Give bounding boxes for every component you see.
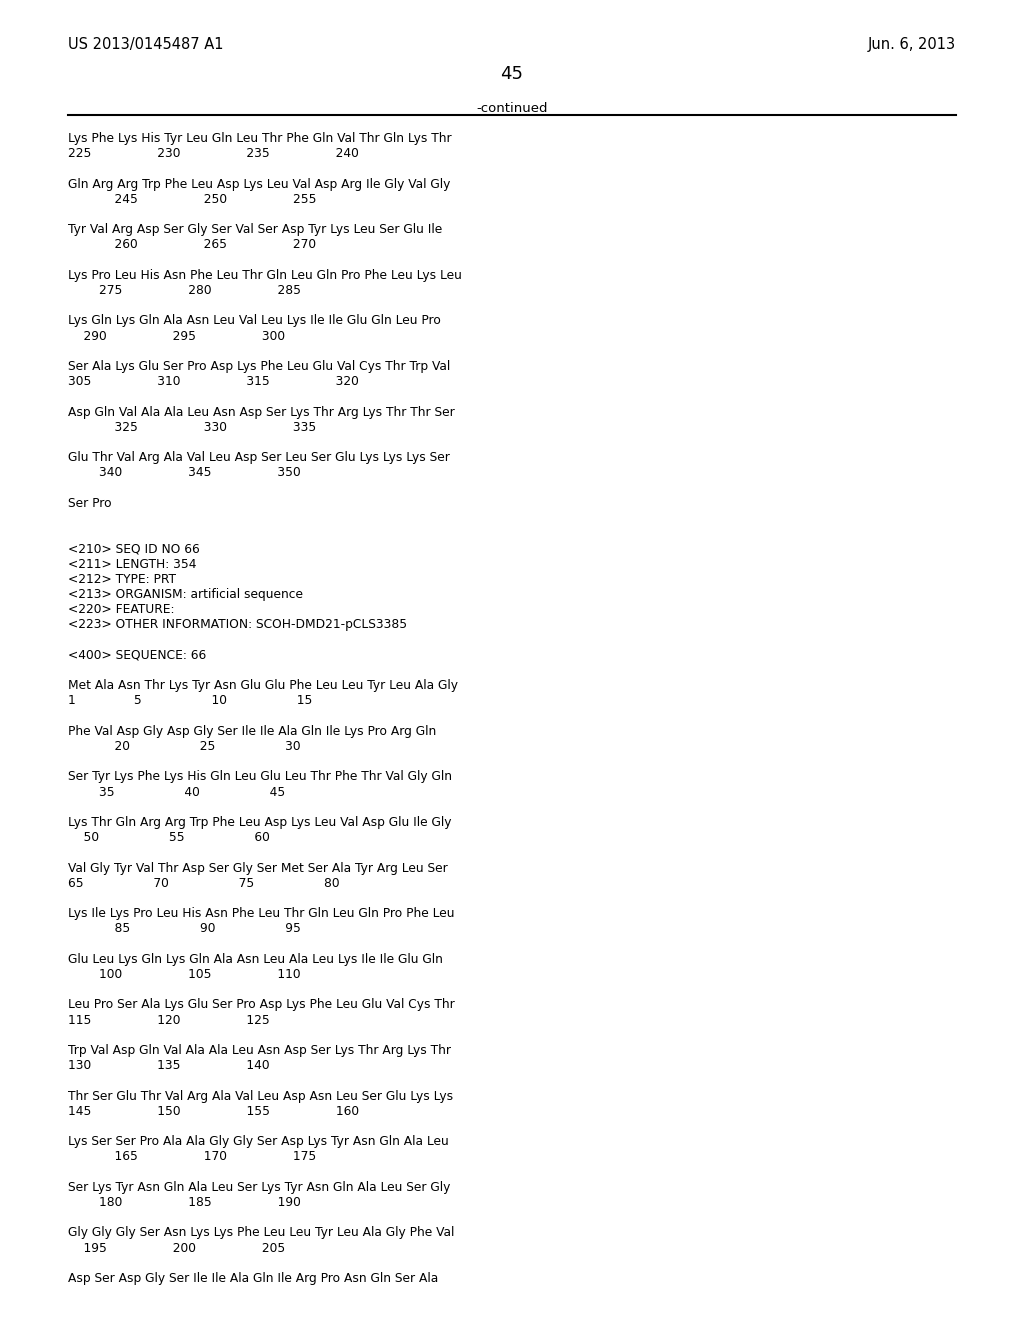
Text: Phe Val Asp Gly Asp Gly Ser Ile Ile Ala Gln Ile Lys Pro Arg Gln: Phe Val Asp Gly Asp Gly Ser Ile Ile Ala … [68,725,436,738]
Text: 50                  55                  60: 50 55 60 [68,832,270,845]
Text: Asp Ser Asp Gly Ser Ile Ile Ala Gln Ile Arg Pro Asn Gln Ser Ala: Asp Ser Asp Gly Ser Ile Ile Ala Gln Ile … [68,1272,438,1284]
Text: Ser Tyr Lys Phe Lys His Gln Leu Glu Leu Thr Phe Thr Val Gly Gln: Ser Tyr Lys Phe Lys His Gln Leu Glu Leu … [68,771,452,783]
Text: 305                 310                 315                 320: 305 310 315 320 [68,375,358,388]
Text: 145                 150                 155                 160: 145 150 155 160 [68,1105,359,1118]
Text: Ser Ala Lys Glu Ser Pro Asp Lys Phe Leu Glu Val Cys Thr Trp Val: Ser Ala Lys Glu Ser Pro Asp Lys Phe Leu … [68,360,451,374]
Text: Lys Thr Gln Arg Arg Trp Phe Leu Asp Lys Leu Val Asp Glu Ile Gly: Lys Thr Gln Arg Arg Trp Phe Leu Asp Lys … [68,816,452,829]
Text: 225                 230                 235                 240: 225 230 235 240 [68,148,358,160]
Text: <212> TYPE: PRT: <212> TYPE: PRT [68,573,176,586]
Text: Asp Gln Val Ala Ala Leu Asn Asp Ser Lys Thr Arg Lys Thr Thr Ser: Asp Gln Val Ala Ala Leu Asn Asp Ser Lys … [68,405,455,418]
Text: 20                  25                  30: 20 25 30 [68,741,301,752]
Text: 115                 120                 125: 115 120 125 [68,1014,269,1027]
Text: 1               5                  10                  15: 1 5 10 15 [68,694,312,708]
Text: Tyr Val Arg Asp Ser Gly Ser Val Ser Asp Tyr Lys Leu Ser Glu Ile: Tyr Val Arg Asp Ser Gly Ser Val Ser Asp … [68,223,442,236]
Text: Glu Thr Val Arg Ala Val Leu Asp Ser Leu Ser Glu Lys Lys Lys Ser: Glu Thr Val Arg Ala Val Leu Asp Ser Leu … [68,451,450,465]
Text: Lys Pro Leu His Asn Phe Leu Thr Gln Leu Gln Pro Phe Leu Lys Leu: Lys Pro Leu His Asn Phe Leu Thr Gln Leu … [68,269,462,281]
Text: 130                 135                 140: 130 135 140 [68,1059,269,1072]
Text: 340                 345                 350: 340 345 350 [68,466,301,479]
Text: 275                 280                 285: 275 280 285 [68,284,301,297]
Text: <210> SEQ ID NO 66: <210> SEQ ID NO 66 [68,543,200,556]
Text: 195                 200                 205: 195 200 205 [68,1242,286,1254]
Text: Lys Phe Lys His Tyr Leu Gln Leu Thr Phe Gln Val Thr Gln Lys Thr: Lys Phe Lys His Tyr Leu Gln Leu Thr Phe … [68,132,452,145]
Text: <223> OTHER INFORMATION: SCOH-DMD21-pCLS3385: <223> OTHER INFORMATION: SCOH-DMD21-pCLS… [68,618,408,631]
Text: Ser Pro: Ser Pro [68,496,112,510]
Text: 45: 45 [501,65,523,83]
Text: Gln Arg Arg Trp Phe Leu Asp Lys Leu Val Asp Arg Ile Gly Val Gly: Gln Arg Arg Trp Phe Leu Asp Lys Leu Val … [68,178,451,190]
Text: Lys Ile Lys Pro Leu His Asn Phe Leu Thr Gln Leu Gln Pro Phe Leu: Lys Ile Lys Pro Leu His Asn Phe Leu Thr … [68,907,455,920]
Text: 65                  70                  75                  80: 65 70 75 80 [68,876,340,890]
Text: <220> FEATURE:: <220> FEATURE: [68,603,174,616]
Text: 35                  40                  45: 35 40 45 [68,785,286,799]
Text: Lys Gln Lys Gln Ala Asn Leu Val Leu Lys Ile Ile Glu Gln Leu Pro: Lys Gln Lys Gln Ala Asn Leu Val Leu Lys … [68,314,441,327]
Text: 260                 265                 270: 260 265 270 [68,239,316,251]
Text: Thr Ser Glu Thr Val Arg Ala Val Leu Asp Asn Leu Ser Glu Lys Lys: Thr Ser Glu Thr Val Arg Ala Val Leu Asp … [68,1089,454,1102]
Text: 325                 330                 335: 325 330 335 [68,421,316,434]
Text: 180                 185                 190: 180 185 190 [68,1196,301,1209]
Text: Ser Lys Tyr Asn Gln Ala Leu Ser Lys Tyr Asn Gln Ala Leu Ser Gly: Ser Lys Tyr Asn Gln Ala Leu Ser Lys Tyr … [68,1181,451,1193]
Text: -continued: -continued [476,102,548,115]
Text: Leu Pro Ser Ala Lys Glu Ser Pro Asp Lys Phe Leu Glu Val Cys Thr: Leu Pro Ser Ala Lys Glu Ser Pro Asp Lys … [68,998,455,1011]
Text: <211> LENGTH: 354: <211> LENGTH: 354 [68,557,197,570]
Text: Met Ala Asn Thr Lys Tyr Asn Glu Glu Phe Leu Leu Tyr Leu Ala Gly: Met Ala Asn Thr Lys Tyr Asn Glu Glu Phe … [68,680,458,692]
Text: 85                  90                  95: 85 90 95 [68,923,301,936]
Text: 165                 170                 175: 165 170 175 [68,1151,316,1163]
Text: Trp Val Asp Gln Val Ala Ala Leu Asn Asp Ser Lys Thr Arg Lys Thr: Trp Val Asp Gln Val Ala Ala Leu Asn Asp … [68,1044,451,1057]
Text: Glu Leu Lys Gln Lys Gln Ala Asn Leu Ala Leu Lys Ile Ile Glu Gln: Glu Leu Lys Gln Lys Gln Ala Asn Leu Ala … [68,953,442,966]
Text: Lys Ser Ser Pro Ala Ala Gly Gly Ser Asp Lys Tyr Asn Gln Ala Leu: Lys Ser Ser Pro Ala Ala Gly Gly Ser Asp … [68,1135,449,1148]
Text: <213> ORGANISM: artificial sequence: <213> ORGANISM: artificial sequence [68,587,303,601]
Text: Gly Gly Gly Ser Asn Lys Lys Phe Leu Leu Tyr Leu Ala Gly Phe Val: Gly Gly Gly Ser Asn Lys Lys Phe Leu Leu … [68,1226,455,1239]
Text: 100                 105                 110: 100 105 110 [68,968,301,981]
Text: US 2013/0145487 A1: US 2013/0145487 A1 [68,37,223,51]
Text: Jun. 6, 2013: Jun. 6, 2013 [868,37,956,51]
Text: 290                 295                 300: 290 295 300 [68,330,285,343]
Text: <400> SEQUENCE: 66: <400> SEQUENCE: 66 [68,649,206,661]
Text: Val Gly Tyr Val Thr Asp Ser Gly Ser Met Ser Ala Tyr Arg Leu Ser: Val Gly Tyr Val Thr Asp Ser Gly Ser Met … [68,862,447,875]
Text: 245                 250                 255: 245 250 255 [68,193,316,206]
